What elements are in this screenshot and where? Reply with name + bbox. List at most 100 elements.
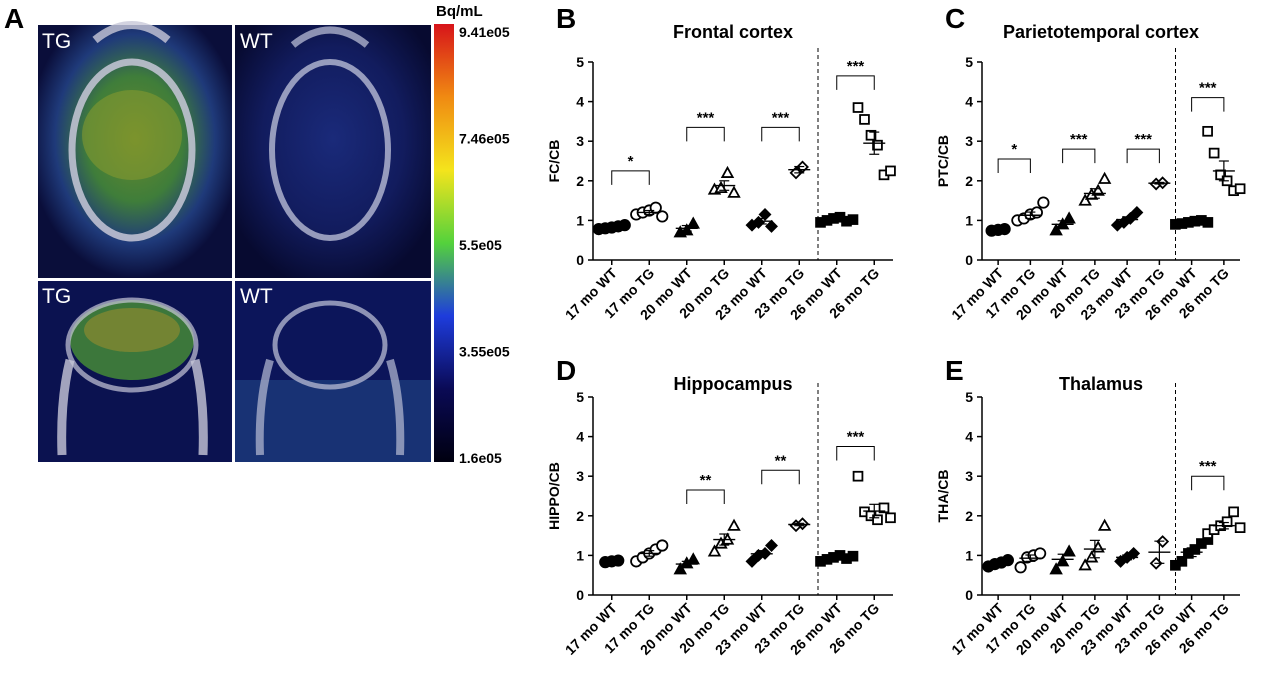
colorbar-tick-label: 5.5e05	[459, 237, 502, 253]
colorbar-tick-label: 7.46e05	[459, 131, 510, 147]
data-point	[847, 550, 859, 562]
significance-label: *	[628, 153, 634, 170]
y-tick-label: 1	[576, 212, 584, 228]
data-group	[1170, 215, 1214, 230]
y-axis-label: THA/CB	[935, 470, 951, 523]
y-tick-label: 3	[576, 133, 584, 149]
significance-label: ***	[847, 58, 865, 75]
data-point	[1176, 556, 1188, 567]
data-point	[1234, 183, 1246, 195]
data-point	[878, 502, 890, 514]
data-point	[852, 102, 864, 113]
colorbar-tick-label: 1.6e05	[459, 450, 502, 466]
data-point	[686, 216, 700, 229]
bracket-line	[1191, 97, 1225, 112]
significance-label: **	[700, 472, 712, 489]
data-point	[765, 219, 778, 233]
significance-bracket: ***	[1126, 131, 1160, 164]
significance-bracket: ***	[836, 429, 875, 461]
data-point	[865, 129, 877, 141]
data-group	[1114, 546, 1141, 568]
image-label-wt-coronal: WT	[240, 285, 273, 308]
significance-bracket: ***	[1062, 131, 1096, 164]
colorbar-tick-label: 3.55e05	[459, 344, 510, 360]
data-point	[727, 185, 741, 198]
data-point	[872, 139, 883, 151]
data-point	[1084, 550, 1099, 563]
data-group	[1014, 547, 1047, 574]
bracket-line	[1062, 148, 1096, 164]
y-tick-label: 4	[576, 94, 584, 110]
colorbar-tick-label: 9.41e05	[459, 24, 510, 40]
significance-bracket: ***	[836, 58, 875, 90]
data-point	[885, 165, 896, 177]
y-tick-label: 3	[965, 133, 973, 149]
data-group	[673, 216, 700, 238]
bracket-line	[686, 126, 725, 142]
significance-bracket: ***	[1191, 80, 1225, 112]
data-group	[1078, 518, 1112, 571]
data-group	[815, 211, 859, 228]
data-group	[630, 201, 669, 223]
significance-bracket: *	[997, 141, 1031, 174]
colorbar-unit: Bq/mL	[436, 3, 483, 20]
y-tick-label: 1	[965, 547, 973, 563]
data-group	[1170, 534, 1214, 571]
pet-image-wt-axial: WT	[235, 25, 431, 278]
data-point	[1062, 544, 1076, 557]
data-point	[673, 562, 687, 575]
data-point	[745, 554, 759, 568]
data-point	[859, 114, 870, 125]
y-tick-label: 0	[965, 252, 973, 268]
data-point	[727, 518, 741, 531]
data-point	[1034, 547, 1047, 560]
data-point	[1097, 171, 1112, 184]
data-group	[745, 539, 778, 568]
data-group	[788, 160, 811, 180]
panel-letter: B	[556, 3, 576, 34]
y-axis-label: FC/CB	[546, 140, 562, 183]
significance-bracket: **	[761, 452, 800, 485]
bracket-line	[997, 158, 1031, 174]
data-group	[592, 219, 631, 236]
data-point	[1127, 546, 1141, 560]
significance-label: **	[775, 452, 787, 469]
data-group	[1049, 211, 1076, 236]
data-group	[852, 470, 896, 526]
colorbar: Bq/mL 9.41e05 7.46e05 5.5e05 3.55e05 1.6e05	[434, 3, 510, 466]
data-point	[1202, 217, 1214, 228]
data-point	[686, 552, 700, 565]
pet-image-tg-coronal: TG	[38, 281, 232, 462]
data-point	[1097, 518, 1112, 531]
data-group	[707, 518, 741, 557]
panel-letter: C	[945, 3, 965, 34]
data-point	[707, 544, 722, 557]
data-group	[788, 517, 811, 533]
data-point	[758, 207, 772, 221]
panel-a: A TG WT TG	[4, 3, 510, 466]
data-point	[618, 219, 631, 232]
significance-label: ***	[1199, 80, 1217, 97]
data-point	[1208, 147, 1220, 159]
data-point	[852, 470, 864, 482]
panel-letter: E	[945, 355, 964, 386]
data-point	[1037, 196, 1050, 209]
data-group	[707, 165, 741, 198]
data-point	[1228, 506, 1239, 518]
data-point	[1078, 558, 1092, 571]
chart-title: Frontal cortex	[673, 22, 793, 42]
y-axis-label: HIPPO/CB	[546, 462, 562, 530]
data-group	[630, 539, 669, 568]
pet-image-wt-coronal: WT	[235, 281, 431, 462]
significance-label: ***	[1199, 458, 1217, 475]
significance-label: ***	[1134, 131, 1152, 148]
chart-title: Parietotemporal cortex	[1003, 22, 1199, 42]
bracket-line	[1126, 148, 1160, 164]
significance-label: ***	[1070, 131, 1088, 148]
y-tick-label: 5	[576, 389, 584, 405]
bracket-line	[836, 75, 875, 90]
